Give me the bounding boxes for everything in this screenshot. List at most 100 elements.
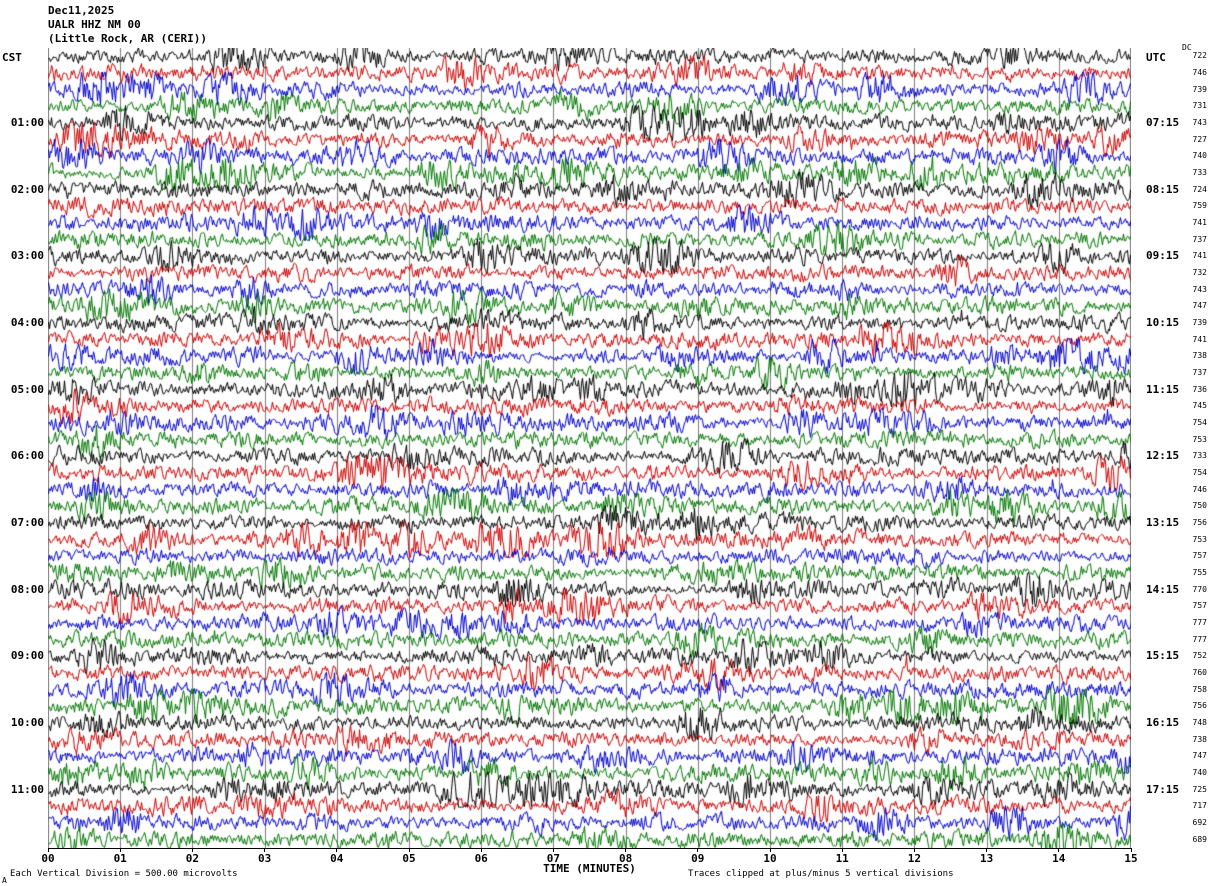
x-tick-mark [119, 848, 121, 852]
dc-offset-value: 756 [1192, 518, 1207, 527]
dc-offset-value: 739 [1192, 84, 1207, 94]
dc-offset-value: 753 [1192, 434, 1207, 444]
cst-hour-label: 11:00 [10, 782, 44, 796]
dc-offset-value: 757 [1192, 551, 1207, 561]
dc-offset-value: 752 [1192, 651, 1207, 661]
utc-hour-label: 15:15 [1146, 649, 1180, 663]
right-axis-header: UTC [1146, 51, 1166, 64]
utc-hour-label: 14:15 [1146, 582, 1180, 596]
dc-offset-header: DC [1182, 43, 1192, 52]
x-tick-label: 05 [402, 852, 416, 865]
utc-hour-label: 10:15 [1146, 316, 1180, 329]
x-tick-mark [408, 848, 410, 852]
dc-offset-value: 760 [1192, 668, 1207, 677]
dc-offset-value: 727 [1192, 134, 1207, 144]
dc-offset-value: 757 [1192, 601, 1207, 611]
left-axis-header: CST [2, 51, 22, 64]
dc-offset-value: 737 [1192, 234, 1207, 244]
dc-offset-value: 770 [1192, 584, 1207, 594]
x-tick-mark [913, 848, 915, 852]
utc-hour-label: 16:15 [1146, 716, 1180, 729]
cst-hour-label: 08:00 [10, 582, 44, 596]
x-tick-label: 03 [257, 852, 272, 865]
dc-offset-value: 717 [1192, 801, 1207, 811]
dc-offset-value: 746 [1192, 484, 1207, 494]
dc-offset-value: 737 [1192, 368, 1207, 377]
footer-scale-note: Each Vertical Division = 500.00 microvol… [10, 869, 238, 879]
x-tick-label: 06 [474, 852, 488, 865]
title-date: Dec11,2025 [48, 4, 115, 17]
x-tick-label: 08 [618, 852, 633, 865]
dc-offset-value: 754 [1192, 418, 1207, 427]
utc-hour-label: 07:15 [1146, 116, 1180, 129]
x-tick-mark [1058, 848, 1060, 852]
dc-offset-value: 692 [1192, 818, 1207, 827]
dc-offset-value: 743 [1192, 118, 1207, 127]
x-tick-mark [625, 848, 627, 852]
utc-hour-label: 08:15 [1146, 182, 1180, 196]
x-tick-label: 12 [907, 852, 922, 865]
x-tick-label: 14 [1052, 852, 1066, 865]
dc-offset-value: 756 [1192, 701, 1207, 711]
x-tick-mark [769, 848, 771, 852]
x-tick-mark [552, 848, 554, 852]
x-tick-mark [841, 848, 843, 852]
cst-hour-label: 09:00 [10, 649, 44, 663]
dc-offset-value: 747 [1192, 301, 1207, 311]
utc-hour-label: 13:15 [1146, 516, 1180, 529]
dc-offset-value: 740 [1192, 768, 1207, 777]
x-tick-label: 15 [1124, 852, 1138, 865]
x-axis-title: TIME (MINUTES) [543, 862, 636, 875]
dc-offset-value: 733 [1192, 451, 1207, 461]
dc-offset-value: 753 [1192, 534, 1207, 544]
x-tick-label: 07 [546, 852, 561, 865]
dc-offset-value: 738 [1192, 734, 1207, 744]
x-tick-label: 10 [763, 852, 777, 865]
dc-offset-value: 754 [1192, 468, 1207, 477]
dc-offset-value: 689 [1192, 834, 1207, 844]
x-tick-label: 04 [330, 852, 344, 865]
footer-clip-note: Traces clipped at plus/minus 5 vertical … [688, 869, 954, 879]
cst-hour-label: 07:00 [10, 516, 44, 529]
dc-offset-value: 736 [1192, 384, 1207, 394]
dc-offset-value: 777 [1192, 618, 1207, 627]
dc-offset-value: 741 [1192, 251, 1207, 261]
dc-offset-value: 739 [1192, 318, 1207, 327]
dc-offset-value: 725 [1192, 784, 1207, 794]
title-block: Dec11,2025 UALR HHZ NM 00 (Little Rock, … [48, 4, 207, 46]
utc-hour-label: 11:15 [1146, 382, 1180, 396]
dc-offset-value: 740 [1192, 151, 1207, 161]
dc-offset-value: 724 [1192, 184, 1207, 194]
dc-offset-value: 741 [1192, 218, 1207, 227]
x-tick-label: 01 [113, 852, 127, 865]
title-location: (Little Rock, AR (CERI)) [48, 32, 207, 45]
seismogram-traces-canvas [48, 48, 1131, 848]
corner-mark: A [2, 876, 7, 885]
cst-hour-label: 04:00 [10, 316, 44, 329]
x-tick-mark [1130, 848, 1132, 852]
dc-offset-value: 750 [1192, 501, 1207, 511]
dc-offset-value: 746 [1192, 68, 1207, 77]
dc-offset-value: 743 [1192, 284, 1207, 294]
cst-hour-label: 02:00 [10, 182, 44, 196]
title-station: UALR HHZ NM 00 [48, 18, 141, 31]
dc-offset-value: 759 [1192, 201, 1207, 211]
x-tick-mark [191, 848, 193, 852]
dc-offset-value: 747 [1192, 751, 1207, 761]
dc-offset-value: 748 [1192, 718, 1207, 727]
x-axis-line [48, 848, 1132, 849]
cst-hour-label: 01:00 [10, 116, 44, 129]
x-tick-label: 11 [835, 852, 849, 865]
x-tick-mark [264, 848, 266, 852]
x-tick-mark [336, 848, 338, 852]
utc-hour-label: 12:15 [1146, 449, 1180, 463]
utc-hour-label: 17:15 [1146, 782, 1180, 796]
dc-offset-value: 741 [1192, 334, 1207, 344]
x-tick-label: 00 [41, 852, 55, 865]
dc-offset-value: 738 [1192, 351, 1207, 361]
utc-hour-label: 09:15 [1146, 249, 1180, 263]
dc-offset-value: 777 [1192, 634, 1207, 644]
dc-offset-value: 731 [1192, 101, 1207, 111]
cst-hour-label: 06:00 [10, 449, 44, 463]
